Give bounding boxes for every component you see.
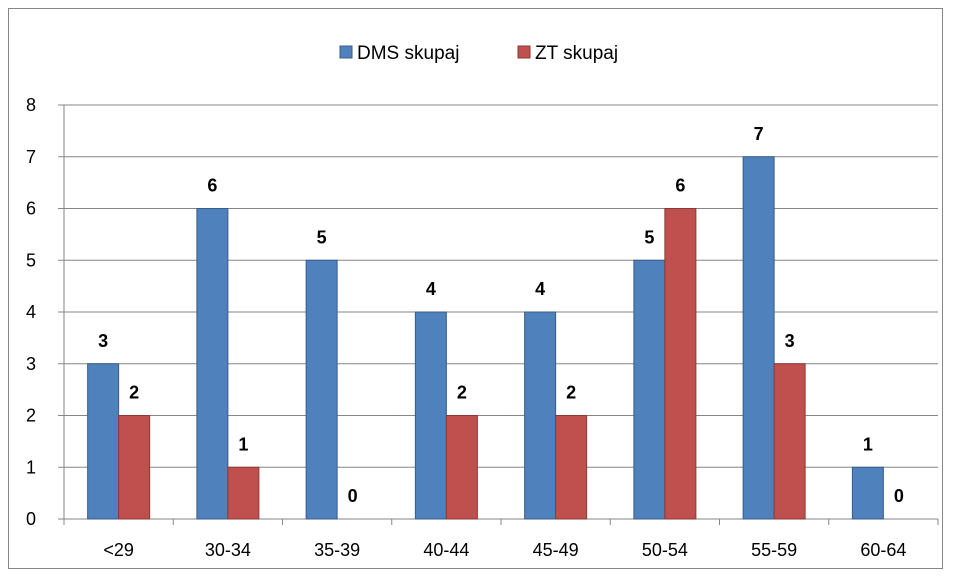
legend-label: DMS skupaj bbox=[357, 43, 459, 64]
bar-zt bbox=[445, 415, 478, 520]
y-tick-label: 4 bbox=[26, 302, 36, 322]
legend-swatch bbox=[517, 45, 531, 59]
bars bbox=[87, 156, 884, 520]
bar-dms bbox=[633, 259, 666, 520]
y-tick-label: 2 bbox=[26, 406, 36, 426]
data-label: 6 bbox=[207, 176, 217, 196]
bar-dms bbox=[742, 156, 775, 520]
data-label: 7 bbox=[754, 124, 764, 144]
data-label: 0 bbox=[348, 486, 358, 506]
y-tick-label: 7 bbox=[26, 147, 36, 167]
data-label: 5 bbox=[644, 227, 654, 247]
bar-zt bbox=[664, 208, 697, 520]
x-tick-label: <29 bbox=[103, 540, 134, 560]
data-label: 3 bbox=[98, 331, 108, 351]
data-labels: 3 6 5 4 4 5 7 1 2 1 0 2 2 6 3 0 bbox=[98, 124, 904, 506]
bar-dms bbox=[414, 311, 447, 520]
data-label: 4 bbox=[535, 279, 545, 299]
bar-dms bbox=[196, 208, 229, 520]
y-tick-label: 6 bbox=[26, 199, 36, 219]
x-tick-label: 45-49 bbox=[533, 540, 579, 560]
bar-dms bbox=[524, 311, 557, 520]
bar-zt bbox=[773, 363, 806, 520]
bar-zt bbox=[227, 466, 260, 520]
y-tick-label: 3 bbox=[26, 354, 36, 374]
y-tick-label: 5 bbox=[26, 250, 36, 270]
x-tick-label: 55-59 bbox=[751, 540, 797, 560]
gridlines bbox=[64, 104, 938, 468]
bar-zt bbox=[118, 415, 151, 520]
bar-dms bbox=[87, 363, 120, 520]
x-tick-label: 30-34 bbox=[205, 540, 251, 560]
y-tick-label: 0 bbox=[26, 509, 36, 529]
legend-label: ZT skupaj bbox=[535, 43, 618, 64]
data-label: 6 bbox=[675, 176, 685, 196]
data-label: 1 bbox=[863, 434, 873, 454]
data-label: 0 bbox=[894, 486, 904, 506]
bar-dms bbox=[851, 466, 884, 520]
y-tick-label: 8 bbox=[26, 95, 36, 115]
data-label: 1 bbox=[238, 434, 248, 454]
data-label: 5 bbox=[317, 227, 327, 247]
bar-zt bbox=[555, 415, 588, 520]
axes: 0 1 2 3 4 5 6 7 8 <29 30-34 35-39 40-44 45-49 50-54 55-… bbox=[26, 95, 939, 560]
legend-swatch bbox=[339, 45, 353, 59]
bar-dms bbox=[305, 259, 338, 520]
data-label: 3 bbox=[785, 331, 795, 351]
x-tick-label: 35-39 bbox=[314, 540, 360, 560]
legend: DMS skupaj ZT skupaj bbox=[339, 43, 618, 64]
data-label: 2 bbox=[129, 383, 139, 403]
data-label: 2 bbox=[566, 383, 576, 403]
data-label: 2 bbox=[457, 383, 467, 403]
data-label: 4 bbox=[426, 279, 436, 299]
x-tick-label: 50-54 bbox=[642, 540, 688, 560]
y-tick-label: 1 bbox=[26, 457, 36, 477]
x-tick-label: 60-64 bbox=[860, 540, 906, 560]
x-tick-label: 40-44 bbox=[423, 540, 469, 560]
